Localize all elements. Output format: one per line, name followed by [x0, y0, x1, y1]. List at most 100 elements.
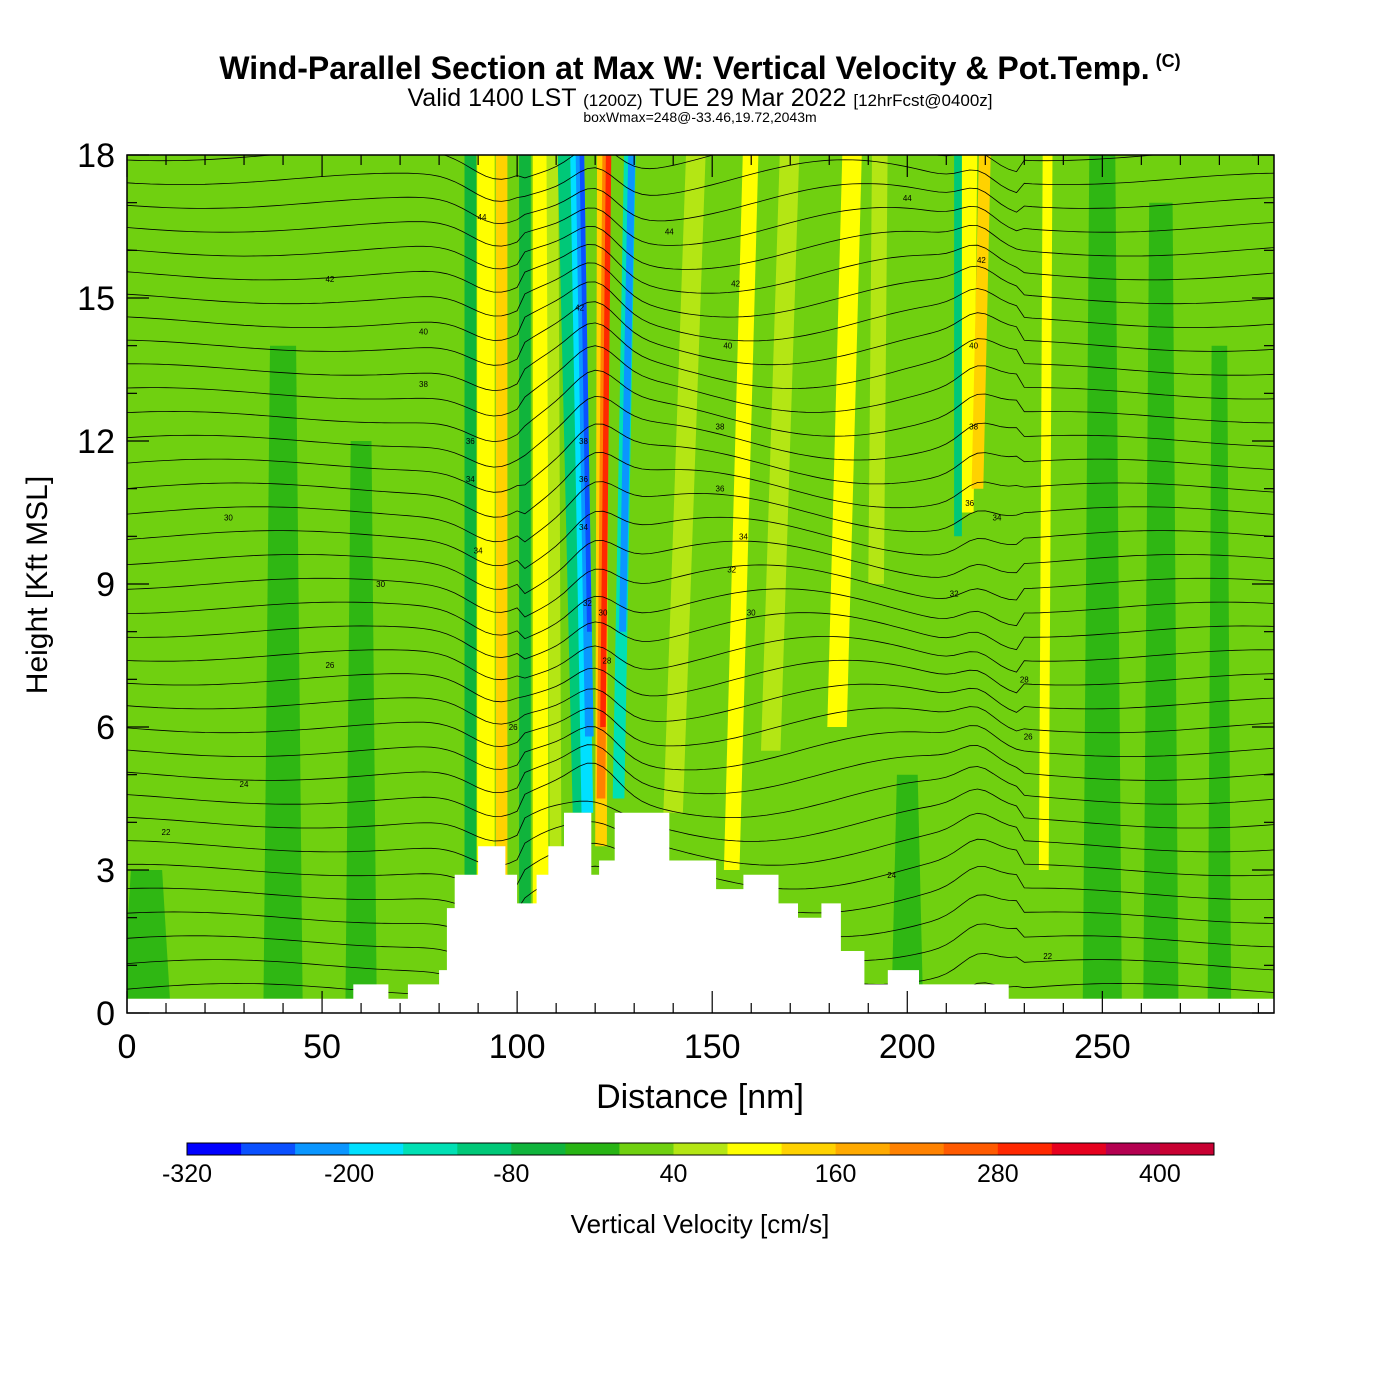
y-tick-label: 18 — [77, 137, 115, 175]
velocity-band — [579, 155, 592, 632]
contour-label: 26 — [509, 723, 518, 732]
velocity-band — [546, 155, 562, 985]
colorbar-swatch — [349, 1143, 404, 1155]
terrain-mask — [127, 812, 1274, 1013]
velocity-band — [127, 870, 170, 999]
box-info: boxWmax=248@-33.46,19.72,2043m — [583, 109, 817, 125]
contour-label: 44 — [903, 194, 912, 203]
velocity-band — [464, 155, 477, 942]
velocity-field: 22 24 26 30 30 42 40 38 36 34 34 26 44 42 38 36 34 32 30 28… — [127, 155, 1274, 1013]
velocity-band — [827, 155, 862, 727]
colorbar-swatch — [1105, 1143, 1161, 1155]
contour-label: 38 — [969, 423, 978, 432]
contour-label: 38 — [579, 437, 588, 446]
colorbar-frame — [186, 1142, 1215, 1156]
x-tick-label: 250 — [1074, 1028, 1131, 1066]
contour-label: 38 — [419, 380, 428, 389]
velocity-band — [263, 345, 303, 999]
velocity-band — [532, 155, 549, 985]
contour-label: 36 — [579, 475, 588, 484]
x-tick-label: 100 — [489, 1028, 546, 1066]
x-axis-label: Distance [nm] — [596, 1078, 804, 1116]
x-tick-label: 50 — [303, 1028, 341, 1066]
colorbar-swatch — [1051, 1143, 1107, 1155]
contour-line — [127, 788, 1274, 842]
contour-label: 40 — [723, 342, 732, 351]
colorbar-swatch — [295, 1143, 350, 1155]
x-tick-label: 0 — [118, 1028, 137, 1066]
contour-line — [127, 452, 1274, 518]
contour-line — [127, 612, 1274, 660]
contour-line — [127, 322, 1274, 392]
contour-label: 22 — [162, 828, 171, 837]
y-tick-label: 6 — [96, 709, 115, 747]
contour-label: 24 — [240, 780, 249, 789]
contour-line — [127, 636, 1274, 681]
colorbar-tick-label: 400 — [1139, 1160, 1181, 1188]
colorbar-tick-label: 40 — [660, 1160, 688, 1188]
contour-line — [127, 725, 1274, 771]
contour-line — [127, 345, 1274, 417]
contour-line — [127, 706, 1274, 747]
contour-line — [127, 423, 1274, 493]
contour-label: 34 — [466, 475, 475, 484]
velocity-band — [971, 155, 991, 489]
colorbar-swatch — [241, 1143, 296, 1155]
chart-title: Wind-Parallel Section at Max W: Vertical… — [219, 50, 1181, 86]
contour-label: 40 — [969, 342, 978, 351]
contour-line — [127, 369, 1274, 443]
contour-label: 36 — [965, 499, 974, 508]
contour-label: 30 — [747, 609, 756, 618]
contour-line — [127, 762, 1274, 819]
contour-label: 30 — [224, 513, 233, 522]
colorbar-tick-label: -320 — [162, 1160, 212, 1188]
contour-line — [127, 244, 1274, 294]
x-tick-label: 150 — [684, 1028, 741, 1066]
colorbar: -320 -200 -80 40 160 280 400 — [162, 1142, 1215, 1188]
contour-label: 44 — [665, 227, 674, 236]
y-tick-label: 12 — [77, 423, 115, 461]
contour-label: 34 — [474, 547, 483, 556]
velocity-band — [600, 155, 612, 727]
colorbar-swatch — [511, 1143, 566, 1155]
contour-line — [127, 155, 1160, 180]
velocity-band — [345, 441, 377, 999]
contour-label: 28 — [1020, 675, 1029, 684]
colorbar-tick-label: -200 — [324, 1160, 374, 1188]
contour-line — [127, 510, 1274, 570]
chart-subtitle: Valid 1400 LST (1200Z) TUE 29 Mar 2022 [… — [407, 84, 993, 112]
velocity-band — [495, 155, 508, 985]
contour-label: 42 — [325, 275, 334, 284]
y-tick-label: 15 — [77, 280, 115, 318]
contour-label: 30 — [599, 609, 608, 618]
contour-label: 38 — [716, 423, 725, 432]
contour-label: 32 — [727, 566, 736, 575]
contour-line — [127, 183, 1274, 225]
contour-label: 36 — [466, 437, 475, 446]
velocity-band — [761, 155, 800, 751]
contour-line — [127, 159, 1274, 202]
contour-line — [127, 281, 1274, 342]
y-axis-label: Height [Kft MSL] — [21, 476, 54, 694]
velocity-band — [891, 774, 923, 999]
colorbar-swatch — [619, 1143, 674, 1155]
contour-label: 42 — [731, 280, 740, 289]
contour-line — [127, 564, 1274, 618]
colorbar-tick-label: -80 — [493, 1160, 529, 1188]
colorbar-swatch — [997, 1143, 1053, 1155]
velocity-band — [723, 155, 759, 870]
contour-label: 34 — [993, 513, 1002, 522]
velocity-band — [954, 155, 962, 537]
y-tick-label: 0 — [96, 995, 115, 1033]
contour-label: 32 — [583, 599, 592, 608]
velocity-band — [868, 155, 888, 584]
colorbar-swatch — [781, 1143, 837, 1155]
contour-line — [127, 262, 1274, 318]
contour-label: 34 — [739, 532, 748, 541]
contour-line — [127, 812, 1274, 867]
contour-line — [127, 540, 1274, 595]
colorbar-swatch — [565, 1143, 620, 1155]
velocity-band — [1143, 202, 1179, 999]
contour-label: 32 — [950, 590, 959, 599]
velocity-band — [619, 155, 636, 632]
